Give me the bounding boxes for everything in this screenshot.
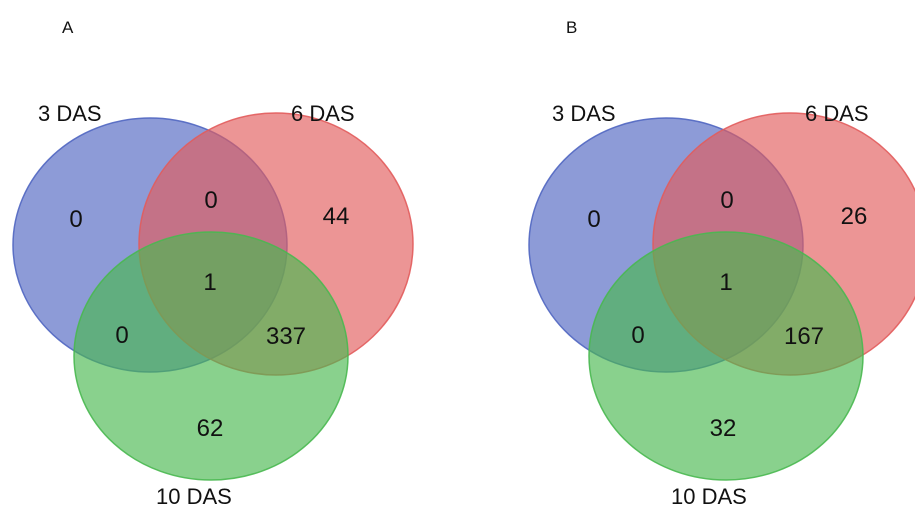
set-circle-10-das: [73, 231, 349, 481]
count-all-sets: 1: [719, 269, 732, 296]
count-only-6-das: 44: [323, 203, 350, 230]
panel-letter: B: [566, 18, 578, 37]
set-label-3-das: 3 DAS: [38, 101, 102, 126]
count-only-6-das: 26: [841, 203, 868, 230]
count-3-das-6-das: 0: [720, 187, 733, 214]
venn-diagram: 3 DAS 6 DAS 10 DAS 0 44 62 0 0 337 1: [12, 101, 414, 509]
set-label-6-das: 6 DAS: [291, 101, 355, 126]
count-only-10-das: 62: [197, 415, 224, 442]
count-only-3-das: 0: [587, 206, 600, 233]
panel-letter: A: [62, 18, 74, 37]
count-3-das-6-das: 0: [204, 187, 217, 214]
venn-panel-b: B 3 DAS 6 DAS 10 DAS 0 26 32 0 0 167 1: [514, 0, 915, 510]
count-only-3-das: 0: [69, 206, 82, 233]
count-3-das-10-das: 0: [631, 322, 644, 349]
set-circle-10-das: [588, 231, 864, 481]
set-label-6-das: 6 DAS: [805, 101, 869, 126]
count-only-10-das: 32: [710, 415, 737, 442]
set-label-10-das: 10 DAS: [671, 484, 747, 509]
count-6-das-10-das: 167: [784, 323, 824, 350]
count-3-das-10-das: 0: [115, 322, 128, 349]
count-6-das-10-das: 337: [266, 323, 306, 350]
count-all-sets: 1: [203, 269, 216, 296]
set-label-10-das: 10 DAS: [156, 484, 232, 509]
venn-diagram: 3 DAS 6 DAS 10 DAS 0 26 32 0 0 167 1: [528, 101, 915, 509]
venn-panel-a: A 3 DAS 6 DAS 10 DAS 0 44 62 0 0 337 1: [0, 0, 430, 510]
set-label-3-das: 3 DAS: [552, 101, 616, 126]
